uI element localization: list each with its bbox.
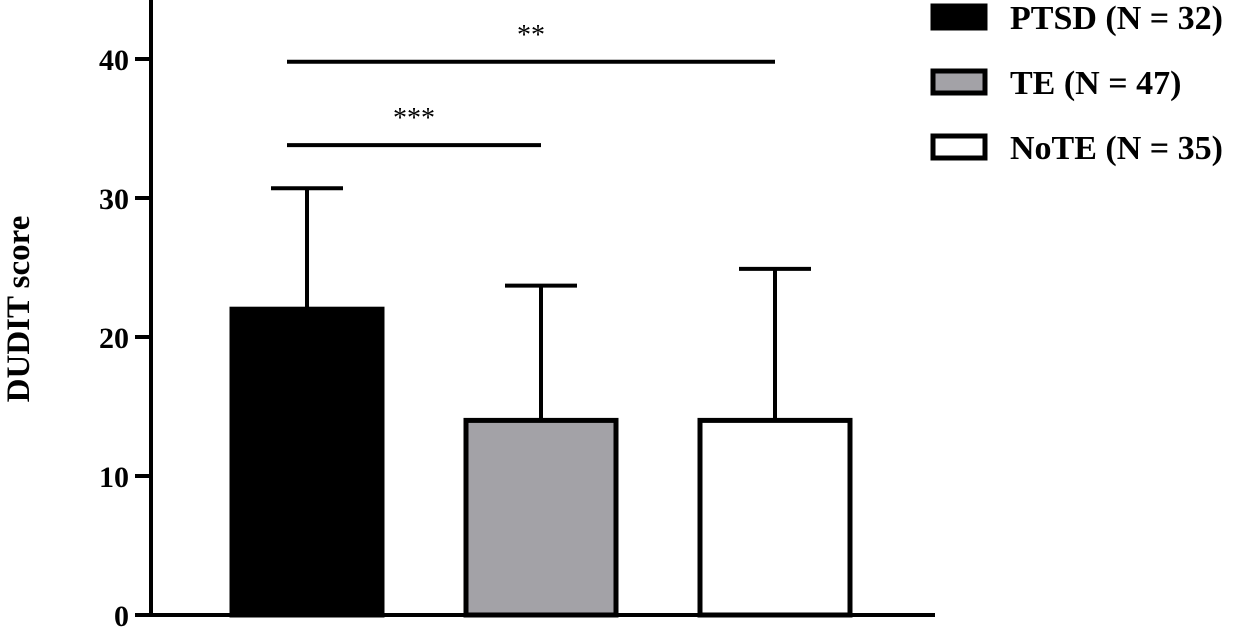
y-tick-label: 20 xyxy=(99,322,129,355)
y-tick-label: 40 xyxy=(99,44,129,77)
legend-swatch xyxy=(930,3,988,31)
bars-layer xyxy=(229,306,853,618)
significance-label: *** xyxy=(393,103,435,134)
y-tick-label: 30 xyxy=(99,183,129,216)
legend-swatch xyxy=(930,68,988,96)
axes-layer xyxy=(149,0,935,617)
error-bars-layer xyxy=(271,186,811,421)
legend: PTSD (N = 32) TE (N = 47) NoTE (N = 35) xyxy=(930,0,1223,167)
significance-layer: ***** xyxy=(287,20,775,148)
legend-label: TE (N = 47) xyxy=(1010,65,1181,102)
y-tick-label: 10 xyxy=(99,461,129,494)
legend-label: NoTE (N = 35) xyxy=(1010,130,1223,167)
y-ticks: 0 10 20 30 40 xyxy=(99,44,151,630)
bar xyxy=(697,417,853,618)
legend-label: PTSD (N = 32) xyxy=(1010,0,1223,37)
legend-swatch xyxy=(930,133,988,161)
y-tick-label: 0 xyxy=(114,600,129,630)
significance-label: ** xyxy=(517,20,545,51)
y-axis-title: DUDIT score xyxy=(1,216,37,403)
bar xyxy=(229,306,385,618)
bar xyxy=(463,417,619,618)
